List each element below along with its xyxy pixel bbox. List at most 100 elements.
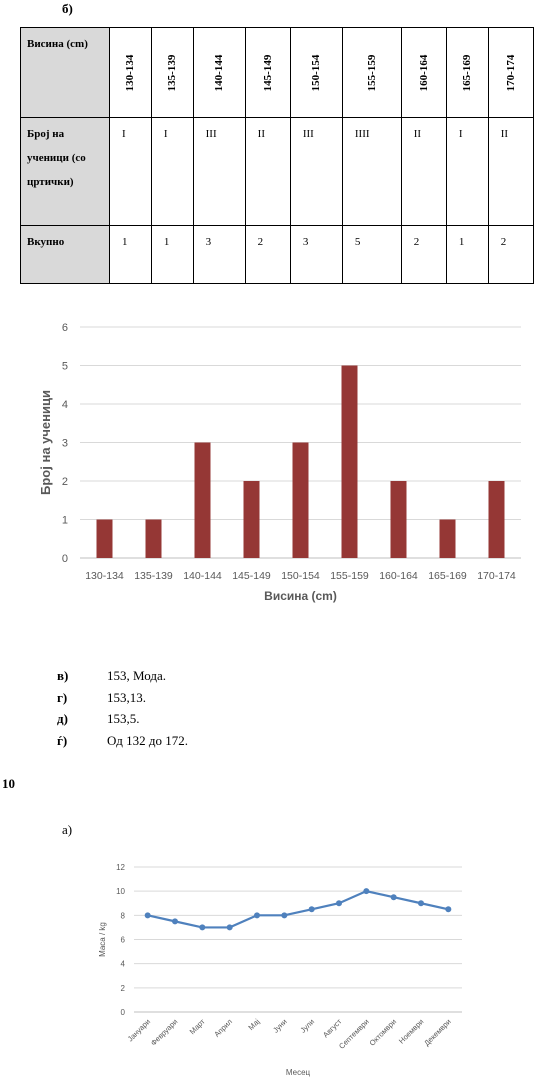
column-header-text: 165-169	[461, 54, 474, 91]
column-header-text: 130-134	[124, 54, 137, 91]
bar	[96, 519, 113, 558]
answer-text: Од 132 до 172.	[107, 732, 188, 748]
y-tick-label: 0	[62, 553, 68, 565]
tally-cell: I	[445, 117, 489, 226]
x-tick-label: Февруари	[149, 1017, 180, 1048]
data-point	[254, 912, 260, 919]
total-cell: 2	[487, 225, 535, 284]
y-axis-label: Маса / kg	[98, 922, 107, 957]
y-tick-label: 6	[121, 936, 126, 945]
tally-cell: II	[400, 117, 447, 226]
x-tick-label: 150-154	[281, 570, 320, 582]
tally-cell: II	[487, 117, 535, 226]
part-a-label: а)	[62, 822, 73, 837]
y-tick-label: 0	[121, 1008, 126, 1017]
tally-cell: IIII	[341, 117, 402, 226]
x-tick-label: Јули	[298, 1017, 316, 1035]
y-tick-label: 12	[116, 863, 125, 872]
y-tick-label: 2	[121, 984, 126, 993]
answer-item: д) 153,5.	[57, 711, 188, 733]
data-point	[445, 906, 452, 913]
series-line	[147, 890, 449, 929]
table-column-header: 160-164	[400, 27, 447, 118]
y-tick-label: 6	[62, 322, 68, 334]
data-point	[336, 900, 342, 907]
tally-cell: III	[289, 117, 343, 226]
table-column-header: 150-154	[289, 27, 343, 118]
data-point	[226, 924, 233, 931]
x-tick-label: Април	[212, 1017, 234, 1039]
x-tick-label: Декември	[422, 1017, 453, 1048]
bar	[341, 365, 358, 558]
answer-text: 153,13.	[107, 689, 146, 705]
data-point	[363, 888, 370, 895]
answer-label: в)	[57, 668, 69, 683]
tally-cell: III	[192, 117, 246, 226]
y-tick-label: 2	[62, 476, 68, 488]
bar	[243, 481, 260, 558]
table-column-header: 170-174	[487, 27, 535, 118]
x-tick-label: 155-159	[330, 570, 369, 582]
answer-item: ѓ) Од 132 до 172.	[57, 733, 188, 755]
total-cell: 5	[341, 225, 402, 284]
y-axis-label: Број на ученици	[38, 390, 53, 495]
table-column-header: 155-159	[341, 27, 402, 118]
y-tick-label: 10	[116, 887, 125, 896]
data-point	[418, 900, 424, 907]
answer-item: г) 153,13.	[57, 690, 188, 712]
x-tick-label: 130-134	[85, 570, 124, 582]
y-tick-label: 4	[62, 399, 68, 411]
column-header-text: 155-159	[365, 54, 378, 91]
data-point	[390, 894, 397, 901]
bar	[439, 519, 456, 558]
column-header-text: 140-144	[213, 54, 226, 91]
column-header-text: 145-149	[261, 54, 274, 91]
tally-cell: II	[244, 117, 291, 226]
total-cell: 3	[192, 225, 246, 284]
x-tick-label: 165-169	[428, 570, 467, 582]
answer-label: д)	[57, 711, 68, 726]
problem-number: 10	[2, 776, 15, 791]
table-column-header: 145-149	[244, 27, 291, 118]
data-point	[172, 918, 178, 925]
column-header-text: 135-139	[166, 54, 179, 91]
total-cell: 1	[445, 225, 489, 284]
table-column-header: 135-139	[150, 27, 194, 118]
tally-cell: I	[109, 117, 152, 226]
y-tick-label: 5	[62, 361, 68, 373]
total-cell: 3	[289, 225, 343, 284]
table-column-header: 140-144	[192, 27, 246, 118]
bar	[194, 442, 211, 558]
table-total-label: Вкупно	[20, 225, 110, 284]
answer-item: в) 153, Мода.	[57, 668, 188, 690]
frequency-table: Висина (cm) 130-134 135-139 140-144 145-149…	[20, 27, 535, 284]
data-point	[144, 912, 151, 919]
table-header-label: Висина (cm)	[20, 27, 110, 118]
tally-cell: I	[150, 117, 194, 226]
y-tick-label: 3	[62, 438, 68, 450]
data-point	[199, 924, 206, 931]
table-column-header: 130-134	[109, 27, 152, 118]
bar	[488, 481, 505, 558]
table-tally-label: Број на ученици (со цртички)	[20, 117, 110, 226]
bar	[390, 481, 407, 558]
x-tick-label: Јануари	[126, 1017, 152, 1043]
answer-text: 153,5.	[107, 711, 140, 726]
column-header-text: 160-164	[417, 54, 430, 91]
x-tick-label: 140-144	[183, 570, 222, 582]
total-cell: 2	[400, 225, 447, 284]
x-axis-label: Месец	[286, 1068, 311, 1077]
x-tick-label: Мај	[246, 1017, 261, 1032]
answer-text: 153, Мода.	[107, 668, 166, 683]
total-cell: 1	[150, 225, 194, 284]
table-column-header: 165-169	[445, 27, 489, 118]
x-tick-label: Јуни	[271, 1017, 289, 1035]
total-cell: 1	[109, 225, 152, 284]
data-point	[308, 906, 315, 913]
bar	[292, 442, 309, 558]
y-tick-label: 8	[121, 911, 126, 920]
x-tick-label: 135-139	[134, 570, 173, 582]
answer-label: г)	[57, 689, 68, 705]
column-header-text: 170-174	[504, 54, 517, 91]
